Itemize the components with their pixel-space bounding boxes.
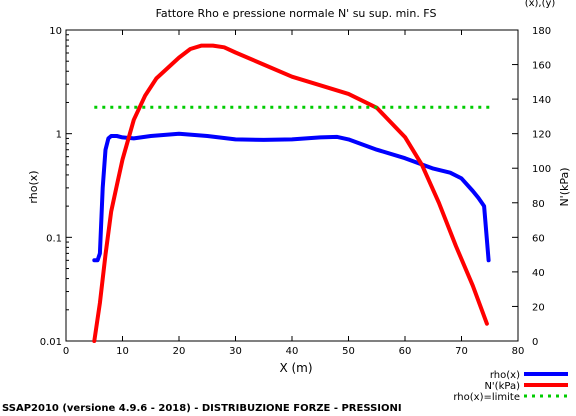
footer-text: SSAP2010 (versione 4.9.6 - 2018) - DISTR… <box>2 403 402 414</box>
plot-area: 0 10 20 30 40 50 60 70 800.010.11100204060801001… <box>40 26 551 357</box>
chart-corner-text: (x),(y) <box>525 0 556 9</box>
y-right-tick-label: 180 <box>532 26 551 37</box>
y-right-tick-label: 0 <box>532 337 538 348</box>
x-tick-label: 10 <box>116 346 129 357</box>
y-left-tick-label: 1 <box>56 130 62 141</box>
x-tick-label: 0 <box>63 346 69 357</box>
x-axis-label: X (m) <box>279 361 312 375</box>
y-right-tick-label: 120 <box>532 130 551 141</box>
y-right-tick-label: 20 <box>532 302 545 313</box>
series-line-rho-x- <box>92 131 491 263</box>
series-line-n-kpa- <box>92 43 489 343</box>
y-right-tick-label: 100 <box>532 164 551 175</box>
y-left-tick-label: 10 <box>49 26 62 37</box>
y-left-tick-label: 0.01 <box>40 337 62 348</box>
y-right-tick-label: 140 <box>532 95 551 106</box>
chart-title: Fattore Rho e pressione normale N' su su… <box>156 7 437 20</box>
x-tick-label: 20 <box>173 346 186 357</box>
legend: rho(x)N'(kPa)rho(x)=limite <box>453 370 568 403</box>
y-right-tick-label: 60 <box>532 233 545 244</box>
y-right-tick-label: 80 <box>532 199 545 210</box>
x-tick-label: 30 <box>229 346 242 357</box>
y-right-tick-label: 160 <box>532 61 551 72</box>
y-right-tick-label: 40 <box>532 268 545 279</box>
y-axis-left-label: rho(x) <box>27 170 40 203</box>
y-axis-right-label: N'(kPa) <box>558 167 571 206</box>
legend-label: N'(kPa) <box>484 381 520 392</box>
x-tick-label: 80 <box>512 346 525 357</box>
x-tick-label: 40 <box>286 346 299 357</box>
legend-label: rho(x)=limite <box>453 392 520 403</box>
legend-label: rho(x) <box>490 370 520 381</box>
x-tick-label: 60 <box>399 346 412 357</box>
y-left-tick-label: 0.1 <box>46 233 62 244</box>
x-tick-label: 70 <box>455 346 468 357</box>
x-tick-label: 50 <box>342 346 355 357</box>
